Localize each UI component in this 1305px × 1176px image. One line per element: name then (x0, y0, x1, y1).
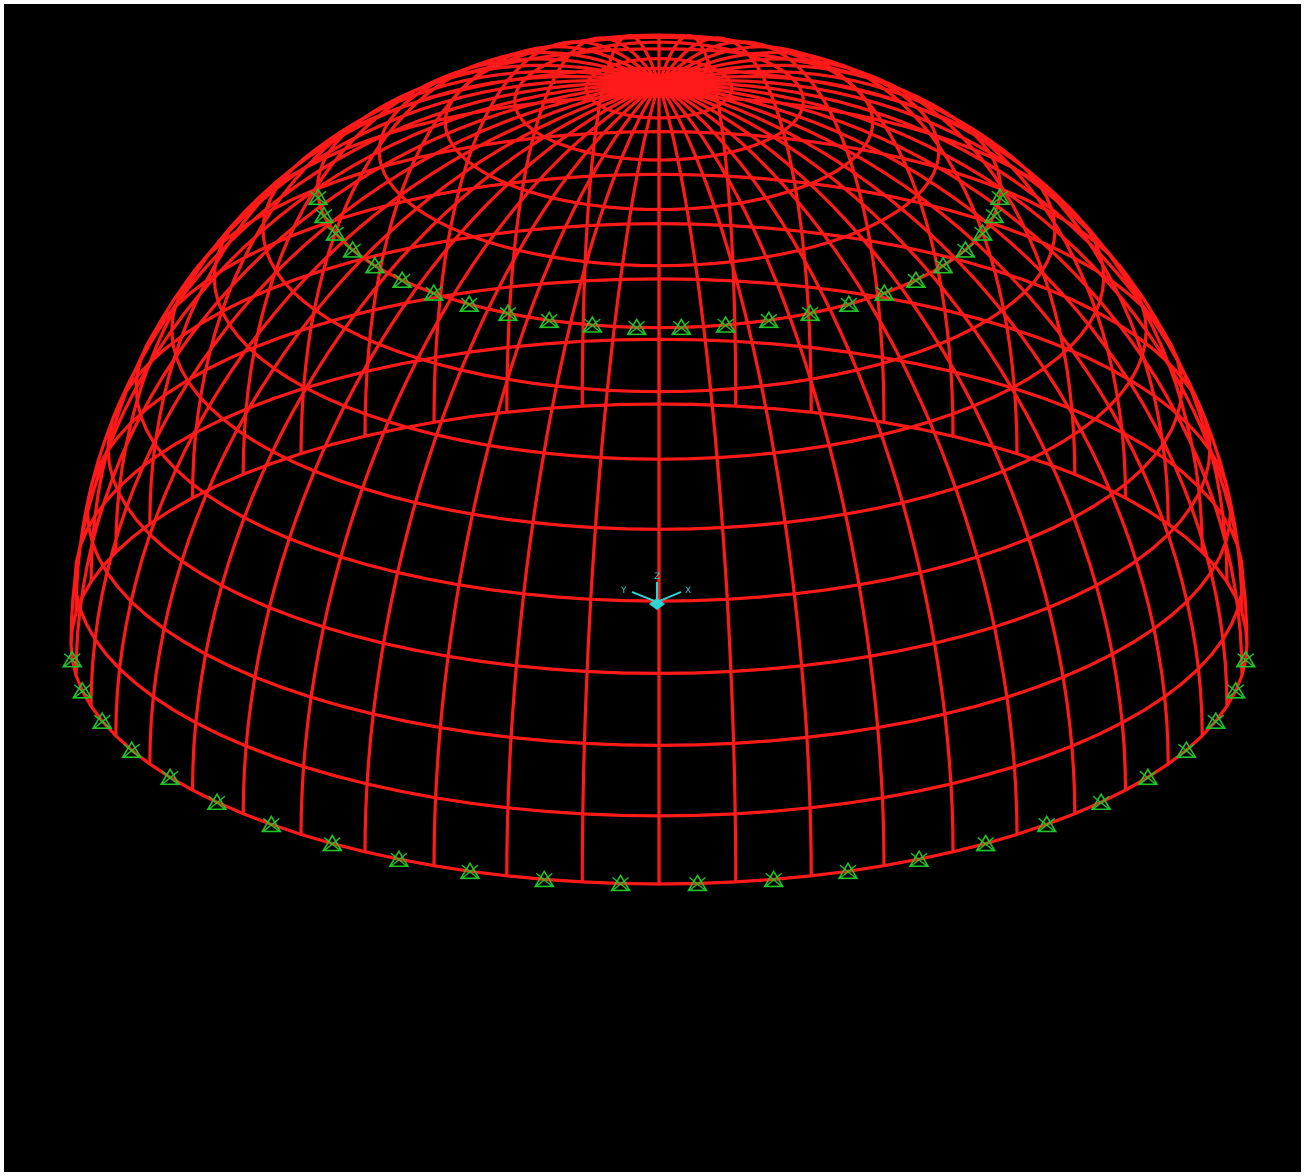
support-marker-upper (715, 315, 737, 333)
axis-x-label: X (685, 586, 691, 596)
meridian-member (658, 82, 955, 852)
support-marker-base (610, 873, 631, 892)
support-marker-base (975, 833, 997, 852)
meridian-member (658, 69, 1170, 525)
meridian-member (299, 82, 660, 835)
meridian-member (658, 45, 955, 437)
support-marker-upper (307, 187, 329, 206)
meridian-member (657, 83, 813, 876)
support-marker-base (1036, 814, 1058, 833)
support-marker-base (1137, 767, 1159, 786)
support-marker-base (206, 792, 228, 811)
support-marker-upper (342, 240, 363, 258)
support-marker-upper (538, 310, 560, 329)
model-viewport[interactable]: X Y Z (4, 4, 1301, 1172)
meridian-member (658, 82, 1170, 765)
support-marker-base (1090, 792, 1112, 811)
support-marker-base (61, 650, 83, 668)
support-marker-base (1235, 650, 1257, 668)
support-marker-upper (364, 256, 386, 274)
meridian-member (580, 83, 661, 882)
axis-origin-marker (649, 598, 665, 610)
meridian-member (69, 82, 660, 645)
support-marker-base (1175, 740, 1197, 758)
support-marker-base (91, 711, 113, 729)
support-marker-upper (626, 317, 648, 336)
meridian-member (363, 82, 660, 852)
support-marker-upper (325, 223, 346, 241)
support-markers (61, 187, 1257, 892)
meridian-member (432, 82, 661, 866)
support-marker-upper (497, 303, 519, 322)
meridian-member (114, 74, 660, 553)
meridian-member (114, 82, 660, 736)
support-marker-upper (581, 315, 603, 333)
meridian-member (658, 82, 1128, 791)
meridian-member (505, 36, 661, 413)
support-marker-upper (313, 205, 335, 224)
meridian-member (657, 82, 886, 866)
axis-x-arrow (656, 591, 682, 603)
support-marker-base (71, 681, 93, 699)
axis-z-label: Z (654, 572, 660, 582)
frame-members (69, 33, 1249, 886)
meridian-member (658, 82, 1244, 676)
meridian-member (432, 40, 661, 423)
meridian-member (505, 83, 661, 876)
support-marker-base (388, 849, 410, 868)
support-marker-upper (458, 294, 480, 312)
axis-y-label: Y (620, 586, 627, 596)
meridian-member (190, 82, 660, 791)
support-marker-base (159, 767, 181, 786)
support-marker-base (1205, 711, 1227, 729)
support-marker-base (908, 849, 930, 868)
support-marker-upper (838, 294, 860, 312)
dome-frame-view[interactable]: X Y Z (4, 4, 1301, 1172)
meridian-member (89, 82, 660, 707)
axis-triad: X Y Z (620, 572, 691, 610)
meridian-member (658, 50, 1019, 454)
meridian-member (658, 82, 1249, 645)
support-marker-upper (423, 283, 445, 301)
support-marker-base (837, 861, 859, 880)
support-marker-base (321, 833, 343, 852)
meridian-member (74, 82, 660, 676)
meridian-member (657, 40, 886, 423)
support-marker-base (459, 861, 481, 880)
support-marker-upper (873, 283, 895, 301)
support-marker-base (533, 869, 555, 888)
support-marker-upper (972, 223, 993, 241)
meridian-member (658, 82, 1077, 814)
meridian-member (74, 81, 660, 613)
axis-y-arrow (631, 591, 658, 603)
meridian-member (658, 74, 1204, 553)
support-marker-upper (955, 240, 976, 258)
meridian-member (657, 34, 738, 407)
meridian-member (658, 82, 1204, 736)
meridian-member (241, 82, 660, 814)
support-marker-upper (905, 270, 927, 288)
support-marker-upper (670, 317, 692, 336)
meridian-member (658, 57, 1077, 475)
support-marker-upper (989, 187, 1011, 206)
support-marker-upper (983, 205, 1005, 224)
meridian-member (658, 63, 1128, 498)
meridian-member (658, 81, 1244, 613)
support-marker-base (763, 869, 785, 888)
support-marker-base (687, 873, 708, 892)
support-marker-base (121, 740, 143, 758)
meridian-member (148, 82, 660, 765)
meridian-member (658, 82, 1019, 835)
meridian-member (658, 82, 1229, 707)
support-marker-base (260, 814, 282, 833)
support-marker-base (1225, 681, 1247, 699)
meridian-member (657, 83, 738, 882)
support-marker-upper (932, 256, 954, 274)
support-marker-upper (799, 303, 821, 322)
support-marker-upper (391, 270, 413, 288)
support-marker-upper (758, 310, 780, 329)
